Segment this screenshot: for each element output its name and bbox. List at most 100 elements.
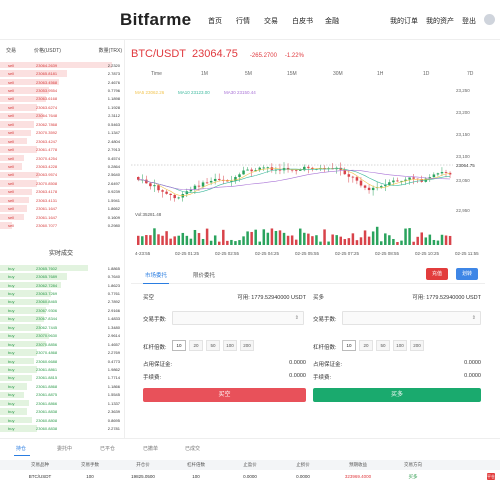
long-qty-input[interactable]: ⇕ xyxy=(342,311,481,325)
row-qty: 1.1928 xyxy=(107,104,120,110)
tab-market-order[interactable]: 市场委托 xyxy=(145,273,168,279)
stepper-icon[interactable]: ⇕ xyxy=(471,315,476,321)
sidebar-divider xyxy=(124,40,125,438)
order-book-row[interactable]: sell 23061.1647 1.8662 xyxy=(0,204,122,212)
depth-bar xyxy=(0,222,13,229)
col-stop-loss: 止损价 xyxy=(296,462,310,467)
leverage-200[interactable]: 200 xyxy=(240,340,254,351)
candle-body xyxy=(266,167,270,169)
nav-logout[interactable]: 登出 xyxy=(462,18,476,25)
tab-closed[interactable]: 已平仓 xyxy=(100,446,116,452)
trade-row: buy 23067.9306 2.9166 xyxy=(0,306,122,314)
order-book-row[interactable]: sell 23063.4247 2.4804 xyxy=(0,137,122,145)
depth-bar xyxy=(0,290,52,297)
volume-bar xyxy=(327,241,330,245)
tf-time[interactable]: Time xyxy=(151,71,162,77)
nav-whitepaper[interactable]: 白皮书 xyxy=(292,18,313,25)
order-book-row[interactable]: sell 23063.4131 1.5941 xyxy=(0,196,122,204)
user-avatar-icon[interactable] xyxy=(484,14,495,25)
row-side: buy xyxy=(8,350,15,356)
candle-body xyxy=(226,180,229,182)
order-book-row[interactable]: sell 23062.7868 0.5463 xyxy=(0,120,122,128)
order-book-row[interactable]: sell 23064.7648 2.3112 xyxy=(0,112,122,120)
leverage-100[interactable]: 100 xyxy=(223,340,237,351)
leverage-10[interactable]: 10 xyxy=(342,340,356,351)
candle-body xyxy=(197,185,201,187)
volume-bar xyxy=(392,238,395,245)
short-qty-input[interactable]: ⇕ xyxy=(172,311,304,325)
candle-body xyxy=(274,169,278,171)
tf-1h[interactable]: 1H xyxy=(377,71,384,77)
order-book-row[interactable]: sell 23063.4568 2.4676 xyxy=(0,78,122,86)
leverage-200[interactable]: 200 xyxy=(410,340,424,351)
leverage-50[interactable]: 50 xyxy=(376,340,390,351)
depth-bar xyxy=(0,171,40,179)
order-book-row[interactable]: sell 23070.4254 0.4574 xyxy=(0,154,122,162)
nav-home[interactable]: 首页 xyxy=(208,18,222,25)
candlestick-chart[interactable]: MA5 23062.26 MA10 23123.00 MA30 23150.44… xyxy=(131,82,485,250)
order-book-row[interactable]: sell 23053.9554 0.7796 xyxy=(0,86,122,94)
price-change: -265.2700 xyxy=(249,53,277,59)
price-tick-label: 23,050 xyxy=(456,178,470,183)
order-book-row[interactable]: sell 23064.2639 2.2320 xyxy=(0,61,122,69)
order-book-row[interactable]: sell 23065.8181 2.7873 xyxy=(0,69,122,77)
tf-5m[interactable]: 5M xyxy=(245,71,252,77)
candle-body xyxy=(218,178,221,180)
brand-logo[interactable]: Bitfarme xyxy=(120,10,192,29)
nav-my-assets[interactable]: 我的资产 xyxy=(426,18,454,25)
candle-body xyxy=(343,169,347,175)
nav-trade[interactable]: 交易 xyxy=(264,18,278,25)
pos-qty: 100 xyxy=(86,474,94,479)
row-price: 23067.8344 xyxy=(36,316,58,322)
nav-finance[interactable]: 金融 xyxy=(325,18,339,25)
order-book-row[interactable]: sell 23063.9574 2.5640 xyxy=(0,171,122,179)
order-book-row[interactable]: sell 23070.3592 1.1347 xyxy=(0,129,122,137)
trade-row: buy 23062.7445 1.3480 xyxy=(0,323,122,331)
tab-filled[interactable]: 已成交 xyxy=(185,446,201,452)
order-book-row[interactable]: sell 23070.8508 2.6497 xyxy=(0,179,122,187)
order-book-row[interactable]: sell 23061.4778 2.7913 xyxy=(0,145,122,153)
deposit-button[interactable]: 充值 xyxy=(426,268,448,280)
tf-1m[interactable]: 1M xyxy=(201,71,208,77)
tab-positions[interactable]: 持仓 xyxy=(16,446,27,452)
row-qty: 1.1866 xyxy=(107,383,120,389)
row-side: buy xyxy=(8,400,15,406)
leverage-20[interactable]: 20 xyxy=(189,340,203,351)
tf-7d[interactable]: 7D xyxy=(467,71,474,77)
volume-bar xyxy=(436,240,440,245)
order-book-row[interactable]: sell 23063.4178 0.9239 xyxy=(0,188,122,196)
leverage-100[interactable]: 100 xyxy=(393,340,407,351)
order-book-row[interactable]: sell 23063.6274 1.1928 xyxy=(0,103,122,111)
leverage-10[interactable]: 10 xyxy=(172,340,186,351)
row-qty: 2.7913 xyxy=(107,147,120,153)
leverage-20[interactable]: 20 xyxy=(359,340,373,351)
depth-bar xyxy=(0,416,32,424)
row-qty: 0.4574 xyxy=(107,155,120,161)
leverage-50[interactable]: 50 xyxy=(206,340,220,351)
buy-long-button[interactable]: 买多 xyxy=(313,388,481,402)
nav-market[interactable]: 行情 xyxy=(236,18,250,25)
order-book-row[interactable]: sell 23063.6168 1.1898 xyxy=(0,95,122,103)
candle-body xyxy=(185,191,189,195)
row-price: 23061.8838 xyxy=(36,409,58,415)
candle-body xyxy=(371,187,375,191)
order-book-row[interactable]: sell 23061.1647 0.1609 xyxy=(0,213,122,221)
tab-limit-order[interactable]: 限价委托 xyxy=(193,273,216,279)
row-qty: 2.3639 xyxy=(107,409,120,415)
tab-cancelled[interactable]: 已撤单 xyxy=(143,446,159,452)
close-position-button[interactable]: 平仓 xyxy=(487,473,495,480)
order-book-row[interactable]: sell 23063.4228 0.2864 xyxy=(0,162,122,170)
transfer-button[interactable]: 划转 xyxy=(456,268,478,280)
volume-bar xyxy=(371,231,375,245)
trade-row: buy 23062.7284 1.8623 xyxy=(0,281,122,289)
tf-15m[interactable]: 15M xyxy=(287,71,297,77)
depth-bar xyxy=(0,349,37,356)
sell-short-button[interactable]: 买空 xyxy=(143,388,306,402)
tf-1d[interactable]: 1D xyxy=(423,71,430,77)
tf-30m[interactable]: 30M xyxy=(333,71,343,77)
order-book-row[interactable]: sell 23060.7077 0.2980 xyxy=(0,221,122,229)
row-price: 23063.4228 xyxy=(36,163,58,169)
stepper-icon[interactable]: ⇕ xyxy=(294,315,299,321)
nav-my-orders[interactable]: 我的订单 xyxy=(390,18,418,25)
tab-pending[interactable]: 委托中 xyxy=(57,446,73,452)
